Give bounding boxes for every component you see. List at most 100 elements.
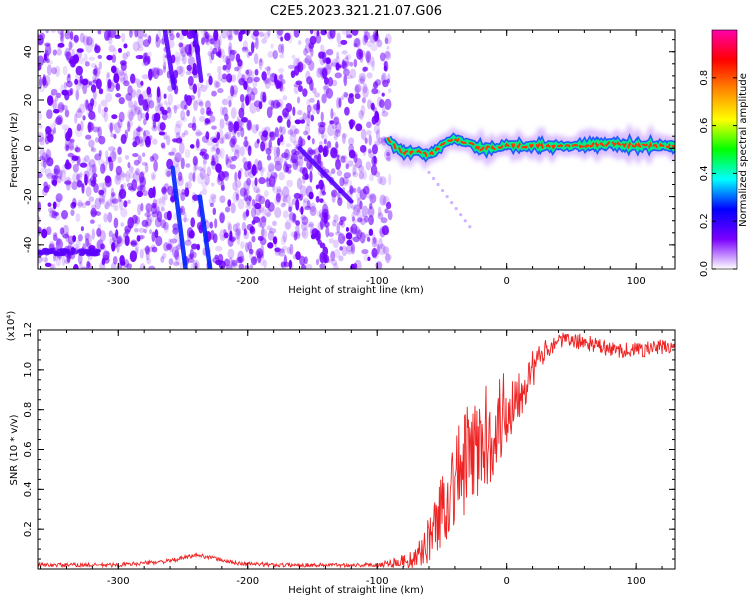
noise-blob bbox=[150, 216, 155, 223]
noise-blob bbox=[384, 253, 392, 261]
noise-blob bbox=[183, 130, 189, 136]
noise-blob bbox=[193, 162, 197, 175]
noise-blob bbox=[250, 41, 255, 54]
noise-blob bbox=[232, 129, 236, 138]
noise-blob bbox=[120, 172, 127, 178]
stray-dot bbox=[436, 182, 440, 187]
noise-blob bbox=[165, 107, 172, 119]
noise-blob bbox=[140, 80, 144, 86]
noise-blob bbox=[90, 207, 97, 218]
noise-blob bbox=[106, 199, 113, 207]
noise-blob bbox=[184, 181, 189, 194]
noise-blob bbox=[352, 236, 361, 243]
noise-blob bbox=[284, 148, 290, 161]
noise-blob bbox=[116, 241, 120, 253]
noise-blob bbox=[226, 73, 233, 83]
noise-blob bbox=[373, 81, 379, 89]
noise-blob bbox=[178, 65, 185, 78]
noise-blob bbox=[266, 182, 272, 188]
noise-blob bbox=[227, 95, 233, 102]
noise-blob bbox=[39, 136, 45, 146]
noise-blob bbox=[67, 152, 74, 158]
noise-blob bbox=[206, 110, 214, 117]
noise-blob bbox=[337, 233, 346, 245]
noise-blob bbox=[88, 56, 96, 61]
noise-blob bbox=[160, 142, 166, 149]
noise-blob bbox=[41, 227, 49, 237]
noise-blob bbox=[176, 103, 182, 110]
noise-blob bbox=[251, 207, 257, 219]
noise-blob bbox=[309, 35, 317, 45]
noise-blob bbox=[184, 149, 191, 159]
noise-blob bbox=[47, 207, 56, 214]
noise-blob bbox=[364, 137, 368, 144]
noise-blob bbox=[209, 202, 214, 207]
colorbar-tick-label: 0.2 bbox=[699, 213, 710, 229]
colorbar-tick-label: 0.8 bbox=[699, 70, 710, 86]
noise-blob bbox=[134, 227, 139, 233]
noise-blob bbox=[122, 52, 128, 60]
noise-blob bbox=[222, 64, 227, 71]
noise-blob bbox=[115, 93, 122, 98]
noise-blob bbox=[235, 193, 240, 201]
noise-blob bbox=[308, 163, 314, 173]
noise-blob bbox=[243, 228, 247, 236]
noise-blob bbox=[76, 48, 84, 53]
noise-blob bbox=[236, 256, 243, 264]
noise-blob bbox=[38, 201, 42, 212]
noise-blob bbox=[263, 259, 267, 269]
noise-blob bbox=[63, 51, 70, 57]
noise-blob bbox=[379, 52, 386, 62]
noise-blob bbox=[84, 61, 90, 67]
spectrogram-xtick-label: 0 bbox=[503, 276, 509, 287]
noise-blob bbox=[353, 58, 358, 68]
noise-blob bbox=[64, 259, 71, 264]
noise-blob bbox=[103, 213, 108, 223]
noise-blob bbox=[46, 109, 53, 120]
noise-blob bbox=[244, 81, 250, 92]
noise-blob bbox=[341, 60, 347, 69]
noise-blob bbox=[384, 50, 391, 59]
noise-blob bbox=[60, 84, 65, 96]
noise-blob bbox=[88, 110, 96, 120]
noise-blob bbox=[286, 247, 292, 255]
noise-blob bbox=[74, 147, 81, 153]
noise-blob bbox=[151, 174, 156, 181]
noise-blob bbox=[41, 247, 48, 252]
noise-blob bbox=[322, 85, 329, 91]
noise-blob bbox=[345, 226, 350, 232]
noise-blob bbox=[224, 258, 230, 267]
noise-blob bbox=[134, 246, 138, 257]
noise-blob bbox=[219, 148, 225, 159]
noise-blob bbox=[292, 106, 296, 116]
noise-blob bbox=[308, 149, 316, 155]
noise-blob bbox=[300, 215, 307, 221]
noise-blob bbox=[334, 140, 339, 150]
noise-blob bbox=[113, 217, 119, 229]
noise-blob bbox=[141, 152, 146, 158]
noise-blob bbox=[44, 75, 51, 87]
noise-blob bbox=[51, 67, 58, 75]
noise-blob bbox=[137, 155, 142, 164]
noise-blob bbox=[215, 51, 222, 57]
noise-blob bbox=[298, 136, 303, 148]
noise-blob bbox=[190, 217, 196, 228]
noise-blob bbox=[263, 190, 269, 198]
noise-blob bbox=[345, 245, 354, 252]
noise-blob bbox=[227, 248, 235, 259]
noise-blob bbox=[98, 88, 104, 95]
noise-blob bbox=[182, 54, 187, 65]
noise-blob bbox=[366, 40, 372, 48]
noise-blob bbox=[272, 220, 277, 227]
noise-blob bbox=[340, 39, 348, 45]
noise-blob bbox=[146, 92, 153, 98]
noise-blob bbox=[188, 95, 195, 102]
noise-blob bbox=[105, 150, 109, 159]
noise-blob bbox=[320, 71, 325, 81]
noise-blob bbox=[381, 110, 389, 117]
noise-blob bbox=[172, 227, 179, 235]
noise-blob bbox=[289, 125, 298, 138]
noise-blob bbox=[280, 36, 284, 42]
noise-blob bbox=[81, 183, 85, 194]
